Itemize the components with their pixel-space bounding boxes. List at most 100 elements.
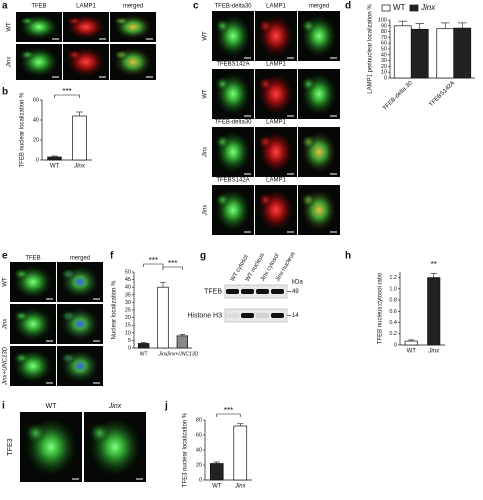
blot-band [271, 289, 284, 294]
blot-band [241, 289, 254, 294]
cell [13, 310, 30, 322]
column-header: LAMP1 [266, 4, 286, 10]
significance-label: *** [149, 256, 158, 265]
bar [427, 277, 441, 346]
x-tick-label: WT [212, 484, 222, 490]
y-tick-label: 70 [381, 35, 387, 41]
significance-bracket [216, 413, 241, 417]
cell [257, 76, 274, 92]
marker-label: 14 [292, 313, 299, 319]
bar [410, 28, 429, 79]
column-header: TFEB [25, 256, 40, 262]
row-label: Jinx [7, 56, 13, 69]
y-tick-label: 0.6 [389, 309, 397, 315]
column-header: merged [309, 4, 329, 10]
cell [60, 268, 77, 280]
y-tick-label: 90 [381, 23, 387, 29]
column-header: TFEBS142A [216, 62, 249, 68]
y-tick-label: 30 [125, 300, 131, 306]
bar [404, 340, 418, 346]
y-tick-label: 10 [125, 330, 131, 336]
panel-letter: i [2, 401, 5, 412]
x-tick-label: WT [50, 164, 60, 170]
column-header: TFEB [31, 4, 46, 10]
cell [19, 16, 36, 26]
y-tick-label: 0.4 [389, 320, 397, 326]
y-tick-label: 60 [33, 97, 39, 103]
x-tick-label: Jinx+UNC13D [165, 351, 198, 357]
significance-label: *** [168, 259, 177, 268]
bar [138, 343, 150, 349]
y-tick-label: 25 [125, 307, 131, 313]
column-header: LAMP1 [76, 4, 96, 10]
cell [300, 192, 317, 208]
cell [60, 310, 77, 322]
significance-label: ** [431, 260, 437, 269]
y-axis-label: TFEB nucleus:cytosol ratio [378, 272, 384, 344]
panel-letter: c [193, 1, 199, 12]
bar [176, 335, 188, 349]
y-tick-label: 5 [128, 338, 131, 344]
cell [24, 422, 47, 444]
bar [453, 27, 472, 79]
cell [214, 76, 231, 92]
y-tick-label: 60 [381, 41, 387, 47]
column-header: LAMP1 [266, 62, 286, 68]
column-header: WT [46, 403, 58, 410]
y-tick-label: 10 [381, 70, 387, 76]
column-header: merged [70, 256, 90, 262]
column-header: TFEB-delta30 [214, 120, 252, 126]
y-tick-label: 40 [125, 285, 131, 291]
x-tick-label: Jinx [234, 484, 247, 490]
y-tick-label: 0 [128, 345, 131, 351]
panel-letter: d [345, 1, 351, 12]
cell [257, 192, 274, 208]
blot-band [226, 289, 239, 294]
legend-swatch [409, 4, 419, 12]
x-tick-label: WT [407, 349, 417, 355]
y-tick-label: 30 [381, 58, 387, 64]
legend-label: WT [393, 3, 406, 12]
column-header: TFEB-delta30 [214, 4, 252, 10]
y-axis-label: LAMP1 perinuclear localization % [368, 4, 374, 94]
band-label: TFEB [204, 288, 222, 295]
y-tick-label: 40 [381, 52, 387, 58]
panel-letter: j [164, 401, 168, 412]
cell [19, 49, 36, 61]
cell [13, 268, 30, 280]
row-label: Jinx [203, 146, 209, 159]
bar [47, 156, 62, 161]
bar [209, 463, 224, 481]
significance-bracket [143, 263, 164, 267]
panel-letter: g [200, 251, 206, 262]
row-label: WT [3, 277, 9, 287]
bar [72, 115, 87, 161]
significance-label: *** [62, 87, 71, 96]
y-tick-label: 40 [33, 117, 39, 123]
cell [257, 18, 274, 34]
cell [66, 16, 83, 26]
panel-letter: f [110, 251, 114, 262]
y-tick-label: 0 [199, 477, 202, 483]
y-tick-label: 35 [125, 292, 131, 298]
cell [300, 134, 317, 150]
significance-label: *** [224, 406, 233, 415]
y-tick-label: 40 [196, 447, 202, 453]
cell [113, 49, 130, 61]
column-header: TFEBS142A [216, 178, 249, 184]
x-tick-label: WT [140, 351, 148, 357]
blot-band [241, 313, 254, 318]
y-tick-label: 45 [125, 277, 131, 283]
x-tick-label: TFEBS142A [428, 80, 456, 108]
y-tick-label: 50 [381, 46, 387, 52]
cell [60, 352, 77, 364]
y-tick-label: 1.0 [389, 286, 397, 292]
legend-swatch [381, 4, 391, 12]
column-header: LAMP1 [266, 178, 286, 184]
y-axis-label: TFE3 nuclear localization % [183, 412, 189, 487]
y-tick-label: 15 [125, 323, 131, 329]
cell [88, 422, 111, 444]
y-axis-label: TFEB nuclear localization % [20, 92, 26, 168]
significance-bracket [162, 266, 183, 270]
